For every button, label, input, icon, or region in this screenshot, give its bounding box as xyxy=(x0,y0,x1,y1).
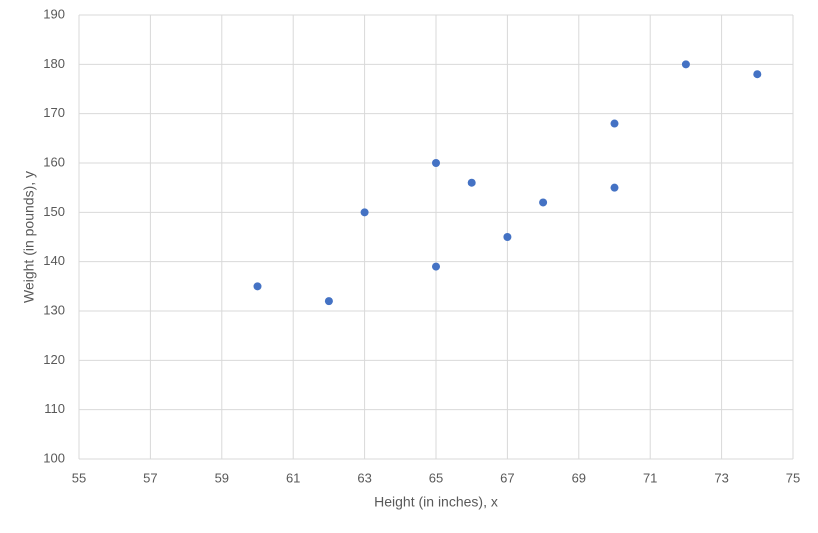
y-tick-label: 130 xyxy=(43,302,65,317)
x-tick-label: 69 xyxy=(572,470,586,485)
point xyxy=(610,183,619,192)
y-tick-label: 180 xyxy=(43,56,65,71)
y-axis-title: Weight (in pounds), y xyxy=(21,171,37,303)
x-tick-label: 75 xyxy=(786,470,800,485)
point xyxy=(681,60,690,69)
point xyxy=(432,159,440,167)
x-tick-label: 65 xyxy=(429,470,443,485)
point xyxy=(753,70,762,79)
y-tick-label: 120 xyxy=(43,352,65,367)
x-tick-label: 57 xyxy=(143,470,157,485)
y-tick-label: 150 xyxy=(43,204,65,219)
x-tick-label: 55 xyxy=(72,470,86,485)
x-tick-label: 59 xyxy=(215,470,229,485)
point xyxy=(324,297,333,306)
point xyxy=(432,262,440,271)
y-tick-label: 190 xyxy=(43,6,65,21)
y-tick-label: 160 xyxy=(43,154,65,169)
y-tick-label: 140 xyxy=(43,253,65,268)
point xyxy=(253,282,262,291)
x-tick-label: 67 xyxy=(500,470,514,485)
point xyxy=(610,119,619,128)
x-tick-label: 63 xyxy=(357,470,371,485)
point xyxy=(467,178,476,187)
y-tick-label: 110 xyxy=(44,401,65,416)
point xyxy=(360,208,369,217)
x-tick-label: 73 xyxy=(714,470,728,485)
x-tick-label: 61 xyxy=(286,470,300,485)
point xyxy=(503,233,512,241)
y-tick-label: 100 xyxy=(43,450,65,465)
x-tick-label: 71 xyxy=(643,470,657,485)
y-tick-label: 170 xyxy=(43,105,65,120)
x-axis-title: Height (in inches), x xyxy=(374,494,498,510)
point xyxy=(539,198,548,207)
